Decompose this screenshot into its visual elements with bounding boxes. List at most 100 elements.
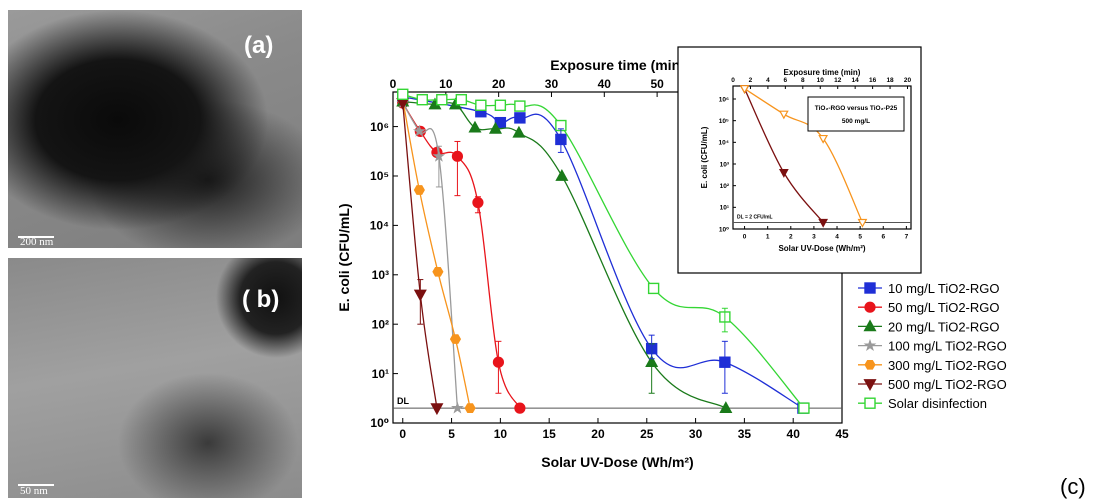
legend-marker	[864, 282, 876, 294]
inset-x2tick-label: 14	[852, 77, 860, 84]
inset-x2tick-label: 12	[834, 77, 842, 84]
inset-legend-box	[807, 96, 905, 132]
main-x2tick-label: 0	[390, 77, 397, 91]
tem-image-b: ( b) 50 nm	[8, 258, 302, 498]
main-x2tick-label: 40	[598, 77, 612, 91]
main-data-point	[436, 94, 448, 106]
panel-label-b: ( b)	[242, 286, 280, 313]
inset-x2tick-label: 10	[817, 77, 825, 84]
legend-label: 100 mg/L TiO2-RGO	[888, 339, 1007, 354]
inset-data-point	[857, 218, 868, 228]
main-data-point	[432, 266, 444, 277]
main-data-point	[416, 94, 428, 106]
legend-label: 500 mg/L TiO2-RGO	[888, 377, 1007, 392]
main-data-point	[514, 100, 526, 112]
legend-label: 10 mg/L TiO2-RGO	[888, 281, 1000, 296]
main-series-line	[402, 102, 438, 409]
main-ytick-label: 10⁶	[370, 120, 389, 134]
main-data-point	[555, 168, 569, 181]
main-x2tick-label: 50	[650, 77, 664, 91]
inset-xlabel: Solar UV-Dose (Wh/m²)	[778, 244, 865, 253]
inset-x2tick-label: 2	[749, 77, 753, 84]
main-data-point	[449, 334, 462, 344]
main-data-point	[512, 125, 526, 138]
main-data-point	[647, 282, 660, 295]
inset-x2tick-label: 18	[886, 77, 894, 84]
main-xtick-label: 20	[591, 427, 605, 441]
main-ytick-label: 10¹	[372, 367, 389, 381]
inset-xtick-label: 4	[835, 234, 839, 241]
tem-image-a: (a) 200 nm	[8, 10, 302, 248]
inset-ytick-label: 10⁶	[719, 96, 729, 103]
main-xtick-label: 15	[542, 427, 556, 441]
main-ytick-label: 10⁵	[370, 169, 389, 183]
main-data-point	[464, 403, 476, 413]
legend-label: 300 mg/L TiO2-RGO	[888, 358, 1007, 373]
scale-label-a: 200 nm	[20, 236, 54, 248]
inset-xtick-label: 0	[743, 234, 747, 241]
inset-data-point	[818, 218, 829, 228]
inset-legend-title: TiO₂-RGO versus TiO₂-P25	[815, 105, 898, 112]
main-xtick-label: 10	[494, 427, 508, 441]
inset-x2label: Exposure time (min)	[784, 68, 861, 77]
main-data-point	[455, 94, 468, 106]
main-data-point	[719, 401, 733, 413]
inset-x2tick-label: 0	[731, 77, 735, 84]
main-x2tick-label: 10	[439, 77, 453, 91]
main-ytick-label: 10⁴	[370, 219, 389, 233]
inset-x2tick-label: 4	[766, 77, 770, 84]
main-data-point	[488, 121, 503, 134]
main-xtick-label: 30	[689, 427, 703, 441]
legend-label: 20 mg/L TiO2-RGO	[888, 319, 1000, 334]
inset-x2tick-label: 6	[784, 77, 788, 84]
inset-ylabel: E. coli (CFU/mL)	[700, 126, 709, 188]
main-data-point	[494, 99, 507, 111]
legend-marker	[863, 319, 877, 332]
inset-data-point	[778, 169, 789, 178]
inset-xtick-label: 5	[858, 234, 862, 241]
inset-legend-subtitle: 500 mg/L	[842, 118, 870, 125]
main-data-point	[397, 88, 409, 101]
main-data-point	[798, 402, 810, 414]
main-xtick-label: 0	[399, 427, 406, 441]
main-legend: 10 mg/L TiO2-RGO 50 mg/L TiO2-RGO 20 mg/L …	[858, 281, 1007, 411]
legend-marker	[864, 397, 876, 409]
main-x2tick-label: 30	[545, 77, 559, 91]
inset-xtick-label: 7	[905, 234, 909, 241]
main-ylabel: E. coli (CFU/mL)	[336, 203, 352, 311]
inset-border	[677, 46, 922, 274]
inset-data-point	[778, 110, 789, 120]
main-series-line	[402, 100, 727, 409]
legend-marker	[863, 338, 877, 352]
inset-ytick-label: 10⁰	[719, 226, 729, 233]
inset-data-point	[739, 85, 750, 94]
main-xtick-label: 45	[835, 427, 849, 441]
main-data-point	[514, 402, 526, 414]
inset-ytick-label: 10³	[720, 161, 730, 168]
inset-ytick-label: 10²	[720, 183, 730, 190]
main-x2tick-label: 20	[492, 77, 506, 91]
main-data-point	[451, 401, 464, 414]
legend-label: Solar disinfection	[888, 396, 987, 411]
inset-xtick-label: 1	[766, 234, 770, 241]
main-data-point	[413, 185, 425, 195]
inset-x2tick-label: 20	[904, 77, 912, 84]
scale-bar-b	[18, 484, 54, 486]
inset-ytick-label: 10⁴	[719, 140, 729, 147]
inset-detection-limit-label: DL = 2 CFU/mL	[737, 214, 773, 220]
legend-marker	[863, 379, 877, 391]
main-data-point	[514, 112, 526, 124]
inset-ytick-label: 10⁵	[719, 118, 729, 125]
main-ytick-label: 10²	[372, 317, 389, 331]
main-xtick-label: 25	[640, 427, 654, 441]
main-x2label: Exposure time (min)	[550, 57, 685, 73]
main-ytick-label: 10³	[372, 268, 389, 282]
scale-label-b: 50 nm	[20, 485, 48, 497]
inset-xtick-label: 6	[881, 234, 885, 241]
main-data-point	[468, 120, 482, 133]
legend-marker	[864, 359, 876, 370]
main-ytick-label: 10⁰	[370, 416, 389, 430]
legend-label: 50 mg/L TiO2-RGO	[888, 300, 1000, 315]
panel-label-c: (c)	[1060, 474, 1086, 499]
